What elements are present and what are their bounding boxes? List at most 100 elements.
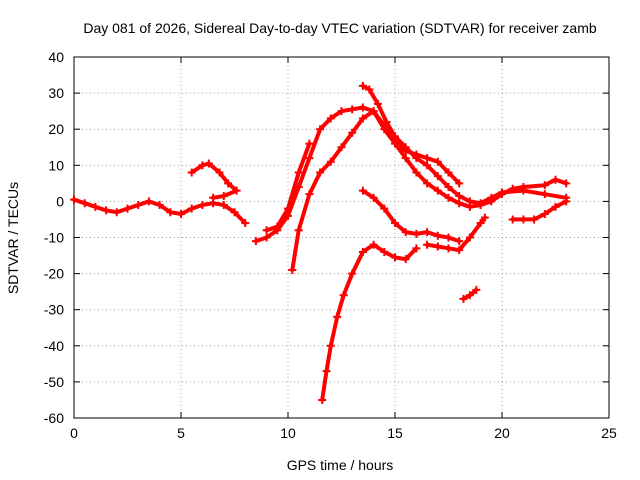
data-point [241, 219, 250, 228]
y-tick-label: 0 [56, 193, 64, 209]
data-point [380, 125, 389, 134]
y-axis-label: SDTVAR / TECUs [5, 182, 21, 294]
y-tick-label: 40 [48, 49, 64, 65]
data-point [433, 157, 442, 166]
data-point [433, 172, 442, 181]
x-tick-label: 15 [387, 425, 403, 441]
data-point [540, 181, 549, 190]
data-point [294, 168, 303, 177]
series-group [70, 81, 571, 404]
x-axis-label: GPS time / hours [287, 457, 394, 473]
data-point [358, 103, 367, 112]
data-point [224, 179, 233, 188]
data-point [401, 255, 410, 264]
data-point [540, 210, 549, 219]
y-tick-label: -40 [44, 338, 64, 354]
series-line [320, 242, 419, 402]
data-point [401, 154, 410, 163]
data-point [444, 244, 453, 253]
series-line [360, 188, 462, 244]
series-arc-9 [423, 213, 489, 255]
data-point [487, 193, 496, 202]
data-point [209, 193, 218, 202]
data-point [459, 294, 468, 303]
data-point [326, 157, 335, 166]
data-point [232, 186, 241, 195]
data-point [551, 175, 560, 184]
data-point [412, 154, 421, 163]
data-point [198, 201, 207, 210]
series-arc-7 [358, 186, 464, 246]
data-point [423, 240, 432, 249]
data-point [412, 229, 421, 238]
series-arc-6 [358, 81, 571, 208]
y-tick-label: -60 [44, 410, 64, 426]
axis-ticks: 0 5 10 15 20 25 -60 -50 -40 -30 -20 -10 0 10 20 30 40 [44, 49, 617, 441]
data-point [262, 226, 271, 235]
data-point [480, 213, 489, 222]
x-tick-label: 0 [70, 425, 78, 441]
data-point [455, 199, 464, 208]
data-point [465, 197, 474, 206]
data-point [373, 99, 382, 108]
data-point [433, 231, 442, 240]
data-point [358, 186, 367, 195]
data-point [112, 208, 121, 217]
data-point [519, 215, 528, 224]
x-tick-label: 10 [280, 425, 296, 441]
data-point [204, 159, 213, 168]
data-point [166, 208, 175, 217]
data-point [391, 219, 399, 228]
data-point [348, 269, 357, 278]
grid-lines [74, 57, 609, 418]
data-point [476, 199, 485, 208]
data-point [326, 341, 335, 350]
data-point [412, 244, 421, 253]
data-point [144, 197, 153, 206]
data-point [498, 188, 506, 197]
data-point [465, 233, 474, 242]
data-point [348, 105, 357, 114]
data-point [380, 204, 389, 213]
data-point [70, 195, 78, 204]
data-point [401, 228, 410, 237]
series-arc-8 [318, 240, 421, 404]
data-point [198, 161, 207, 170]
data-point [412, 168, 421, 177]
data-point [365, 85, 374, 94]
data-point [230, 208, 239, 217]
data-point [369, 193, 378, 202]
data-point [288, 265, 297, 274]
data-point [433, 186, 442, 195]
data-point [262, 233, 271, 242]
data-point [80, 199, 89, 208]
data-point [219, 191, 228, 200]
y-tick-label: 30 [48, 85, 64, 101]
data-point [444, 193, 453, 202]
series-arc-11 [508, 197, 571, 224]
data-point [187, 204, 196, 213]
data-point [472, 285, 481, 294]
series-line [189, 161, 239, 200]
data-point [444, 182, 453, 191]
data-point [358, 247, 367, 256]
data-point [562, 179, 571, 188]
data-point [316, 168, 325, 177]
data-point [273, 222, 282, 231]
data-point [476, 219, 485, 228]
data-point [369, 240, 378, 249]
data-point [455, 237, 464, 246]
data-point [530, 215, 539, 224]
data-point [540, 190, 549, 199]
data-point [123, 204, 132, 213]
y-tick-label: 20 [48, 121, 64, 137]
data-point [318, 395, 327, 404]
data-point [369, 107, 378, 116]
data-point [391, 253, 399, 262]
data-point [134, 201, 143, 210]
data-point [219, 201, 228, 210]
data-point [423, 154, 432, 163]
data-point [391, 132, 399, 141]
data-point [187, 168, 196, 177]
data-point [102, 206, 111, 215]
